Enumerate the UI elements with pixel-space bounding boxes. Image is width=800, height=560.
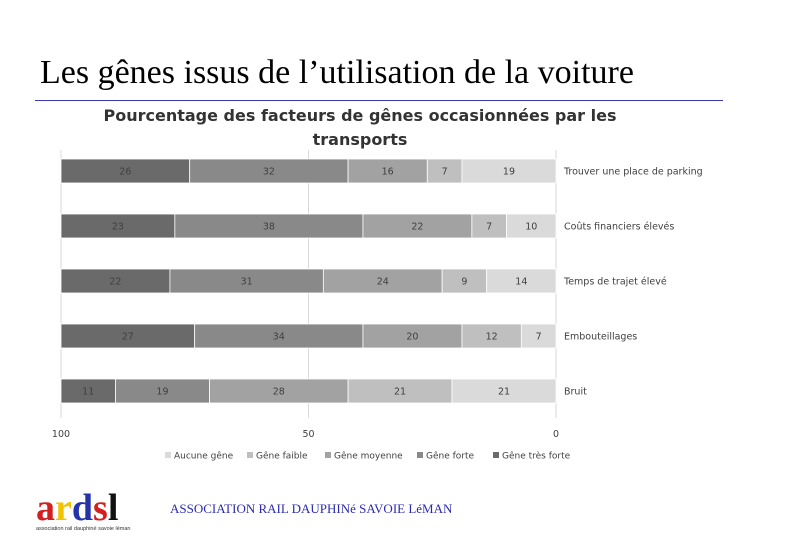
data-label: 21 xyxy=(394,387,406,398)
data-label: 19 xyxy=(156,387,168,398)
bar-segment xyxy=(471,213,507,239)
category-label: Embouteillages xyxy=(564,332,637,343)
tick-label: 100 xyxy=(52,429,70,440)
slide-title: Les gênes issus de l’utilisation de la v… xyxy=(40,54,634,91)
data-label: 11 xyxy=(82,387,94,398)
bar-segment xyxy=(461,158,557,184)
category-label: Coûts financiers élevés xyxy=(564,222,674,233)
association-name: ASSOCIATION RAIL DAUPHINé SAVOIE LéMAN xyxy=(170,501,453,516)
bar-segment xyxy=(169,268,324,294)
bar-segment xyxy=(115,378,210,404)
data-label: 26 xyxy=(119,167,131,178)
logo-letter: s xyxy=(93,487,108,529)
bar-segment xyxy=(60,158,191,184)
legend-swatch xyxy=(247,452,253,458)
data-label: 27 xyxy=(122,332,134,343)
data-label: 7 xyxy=(536,332,542,343)
logo-letter: d xyxy=(71,487,94,529)
logo-subtitle: association rail dauphiné savoie léman xyxy=(36,526,131,532)
bar-segment xyxy=(520,323,557,349)
bar-segment xyxy=(60,268,171,294)
data-label: 32 xyxy=(263,167,275,178)
data-label: 22 xyxy=(109,277,121,288)
legend-label: Gêne moyenne xyxy=(334,451,403,462)
bar-segment xyxy=(322,268,443,294)
bar-segment xyxy=(362,323,463,349)
category-label: Bruit xyxy=(564,387,587,398)
bar-segment xyxy=(486,268,557,294)
category-label: Temps de trajet élevé xyxy=(563,277,667,288)
bar-segment xyxy=(60,378,116,404)
legend-swatch xyxy=(493,452,499,458)
bar-segment xyxy=(451,378,557,404)
legend-label: Aucune gêne xyxy=(174,451,234,462)
title-underline xyxy=(35,100,723,101)
tick-label: 0 xyxy=(553,429,559,440)
data-label: 31 xyxy=(241,277,253,288)
data-label: 38 xyxy=(263,222,275,233)
ardsl-logo: ardsl association rail dauphiné savoie l… xyxy=(36,487,142,534)
legend-swatch xyxy=(165,452,171,458)
legend-label: Gêne forte xyxy=(426,451,475,462)
logo-wordmark: ardsl xyxy=(36,487,142,529)
data-label: 7 xyxy=(486,222,492,233)
stacked-bar-chart: 26 32 16 7 19 Trouver une place de parking 23 3… xyxy=(52,150,703,462)
bar-segment xyxy=(60,323,196,349)
data-label: 24 xyxy=(377,277,389,288)
legend-label: Gêne faible xyxy=(256,451,308,462)
data-label: 21 xyxy=(498,387,510,398)
data-label: 19 xyxy=(503,167,515,178)
bar-segment xyxy=(174,213,364,239)
data-label: 34 xyxy=(273,332,285,343)
bar-segment xyxy=(347,378,453,404)
bar-segment xyxy=(506,213,557,239)
data-label: 22 xyxy=(411,222,423,233)
logo-letter: l xyxy=(107,487,119,529)
data-label: 12 xyxy=(486,332,498,343)
data-label: 20 xyxy=(406,332,418,343)
bar-segment xyxy=(461,323,522,349)
bar-segment xyxy=(441,268,488,294)
data-label: 28 xyxy=(273,387,285,398)
data-label: 16 xyxy=(382,167,394,178)
data-label: 7 xyxy=(442,167,448,178)
legend-swatch xyxy=(417,452,423,458)
data-label: 23 xyxy=(112,222,124,233)
chart-title: Pourcentage des facteurs de gênes occasi… xyxy=(103,106,617,149)
logo-letter: r xyxy=(55,487,72,529)
data-label: 10 xyxy=(525,222,537,233)
logo-letter: a xyxy=(36,487,55,529)
legend-swatch xyxy=(325,452,331,458)
data-label: 14 xyxy=(515,277,527,288)
tick-label: 50 xyxy=(302,429,314,440)
category-label: Trouver une place de parking xyxy=(563,167,703,178)
legend-label: Gêne très forte xyxy=(502,451,571,462)
bar-segment xyxy=(362,213,473,239)
bar-segment xyxy=(194,323,364,349)
data-label: 9 xyxy=(461,277,467,288)
